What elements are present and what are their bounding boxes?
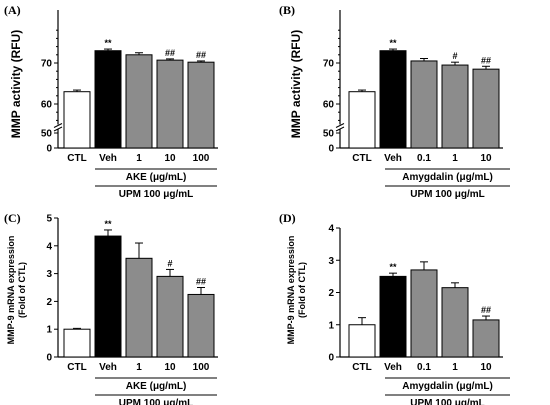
panel-2-axis-break-mark [335,123,345,128]
panel-1-significance-label: ** [104,38,112,48]
panel-3-y-axis-label-line2: (Fold of CTL) [17,262,27,318]
panel-3-category-label: 1 [136,362,142,373]
panel-1-category-label: 1 [136,153,142,164]
panel-3-significance-label: # [167,258,172,268]
panel-4-y-tick-label: 0 [328,353,334,364]
panel-3-bar-10 [156,275,184,358]
panel-4-bar-Veh [379,275,407,358]
panel-1-category-label: Veh [99,153,117,164]
panel-2-y-tick-label: 60 [323,100,335,111]
panel-2-y-tick-label: 0 [328,144,334,155]
panel-1-bracket-label-2: UPM 100 μg/mL [119,189,193,200]
panel-4-bracket-label-2: UPM 100 μg/mL [410,398,484,405]
panel-2-panel-label: (B) [279,3,295,17]
panel-3-category-label: 100 [193,362,210,373]
panel-2-significance-label: ** [389,38,397,48]
panel-2-y-tick-label: 70 [323,59,335,70]
panel-1-y-axis-label: MMP activity (RFU) [9,30,23,138]
panel-2-bracket-label-1: Amygdalin (μg/mL) [402,172,493,183]
panel-3-bracket-label-1: AKE (μg/mL) [126,381,187,392]
panel-1-panel-label: (A) [4,3,21,17]
panel-1-category-label: 10 [164,153,176,164]
panel-1-significance-label: ## [165,48,175,58]
panel-4-category-label: 1 [452,362,458,373]
panel-1-bar-Veh [94,50,122,149]
panel-3-y-tick-label: 5 [46,214,52,225]
panel-3-y-tick-label: 4 [46,241,52,252]
panel-2-category-label: Veh [384,153,402,164]
panel-2-significance-label: # [452,51,457,61]
panel-1-axis-break-mark [53,126,63,132]
panel-3-y-axis-label: MMP-9 mRNA expression [6,236,16,345]
panel-1-bar-1 [125,54,153,149]
panel-2-y-axis-label: MMP activity (RFU) [289,30,303,138]
panel-4-panel-label: (D) [279,211,296,225]
panel-1-y-tick-label: 0 [46,144,52,155]
panel-2-bar-10 [472,68,500,149]
panel-2-category-label: CTL [352,153,371,164]
panel-2-bar-0.1 [410,60,438,149]
panel-3-category-label: CTL [67,362,86,373]
panel-1-significance-label: ## [196,50,206,60]
panel-4-bar-CTL [348,324,376,358]
panel-2-bar-1 [441,64,469,149]
panel-3-category-label: 10 [164,362,176,373]
panel-4-significance-label: ** [389,262,397,272]
panel-4-significance-label: ## [481,305,491,315]
panel-2-y-tick-label: 50 [323,129,335,140]
panel-1-y-tick-label: 50 [41,129,53,140]
panel-4-category-label: Veh [384,362,402,373]
panel-3-y-tick-label: 1 [46,325,52,336]
panel-3-y-tick-label: 0 [46,353,52,364]
panel-1-y-tick-label: 60 [41,100,53,111]
panel-3-significance-label: ## [196,277,206,287]
panel-4-y-axis-label-line2: (Fold of CTL) [297,262,307,318]
panel-1-bar-100 [187,61,215,149]
panel-1-bar-10 [156,59,184,149]
panel-3-y-tick-label: 2 [46,297,52,308]
panel-4-y-tick-label: 4 [328,224,334,235]
panel-1-axis-break-mark [53,123,63,128]
panel-1-category-label: CTL [67,153,86,164]
panel-3-bar-CTL [63,328,91,358]
panel-2-category-label: 0.1 [417,153,431,164]
panel-4-category-label: 0.1 [417,362,431,373]
panel-3-bar-Veh [94,235,122,358]
panel-4-y-axis-label: MMP-9 mRNA expression [286,236,296,345]
panel-3-category-label: Veh [99,362,117,373]
panel-3-bracket-label-2: UPM 100 μg/mL [119,398,193,405]
panel-4-category-label: CTL [352,362,371,373]
panel-2-axis-break-mark [335,126,345,132]
panel-2-bracket-label-2: UPM 100 μg/mL [410,189,484,200]
panel-1-bracket-label-1: AKE (μg/mL) [126,172,187,183]
panel-3-bar-1 [125,257,153,358]
panel-2-category-label: 1 [452,153,458,164]
panel-2-bar-CTL [348,91,376,149]
panel-1-y-tick-label: 70 [41,59,53,70]
panel-4-y-tick-label: 2 [328,288,334,299]
panel-4-category-label: 10 [480,362,492,373]
panel-2-significance-label: ## [481,55,491,65]
panel-4-bar-1 [441,287,469,358]
panel-2-bar-Veh [379,50,407,149]
panel-1-bar-CTL [63,91,91,149]
panel-2-category-label: 10 [480,153,492,164]
panel-4-bar-0.1 [410,269,438,358]
panel-4-y-tick-label: 1 [328,320,334,331]
panel-4-y-tick-label: 3 [328,256,334,267]
panel-3-significance-label: ** [104,219,112,229]
panel-4-bar-10 [472,319,500,358]
panel-1-category-label: 100 [193,153,210,164]
panel-3-y-tick-label: 3 [46,269,52,280]
panel-3-panel-label: (C) [4,211,21,225]
panel-4-bracket-label-1: Amygdalin (μg/mL) [402,381,493,392]
panel-3-bar-100 [187,293,215,358]
